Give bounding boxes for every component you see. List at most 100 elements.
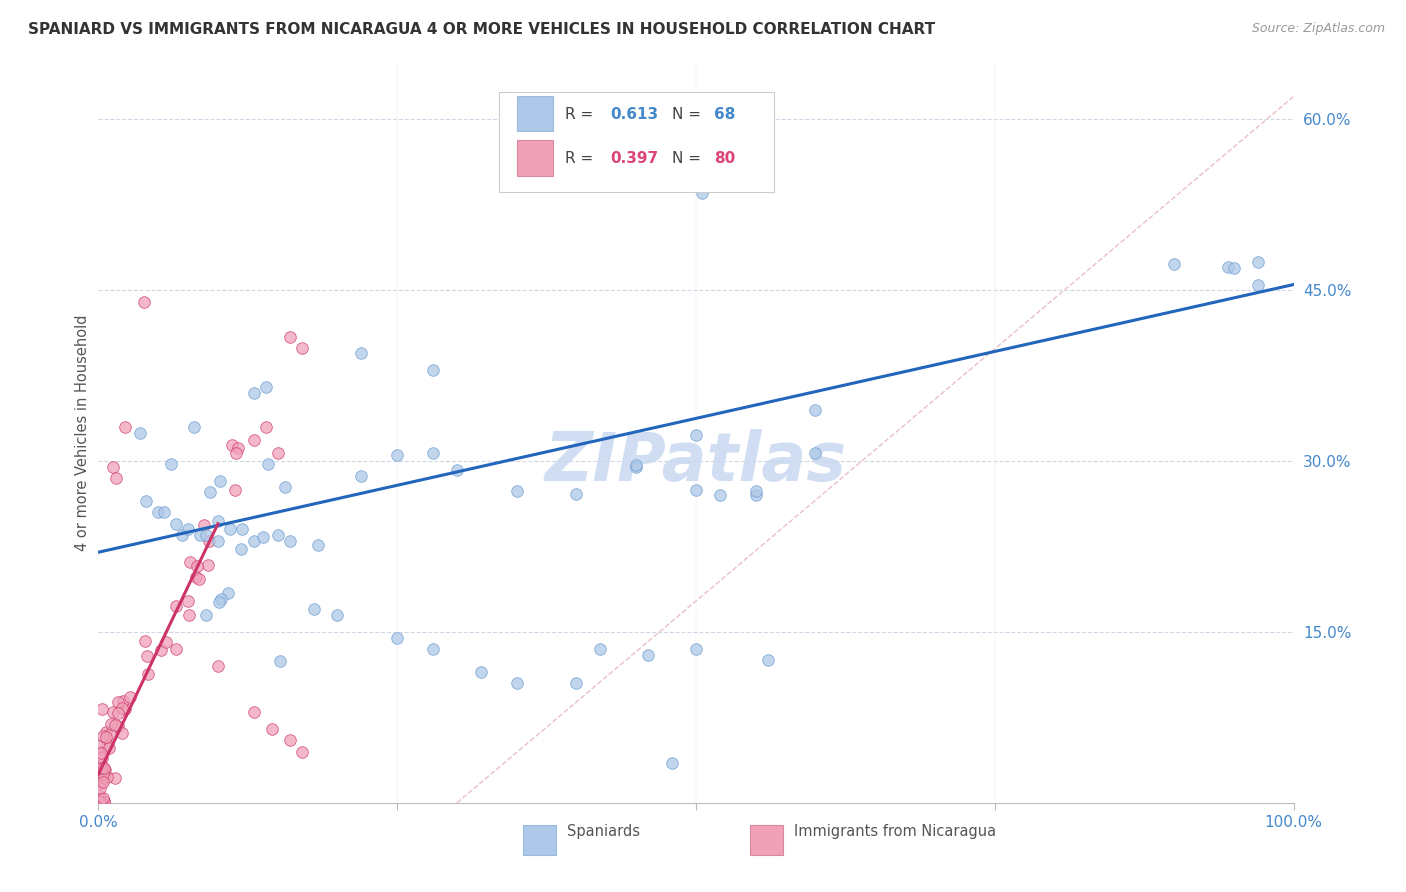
Point: [93, 763, 115, 777]
Point: [207, 533, 229, 548]
Point: [278, 533, 301, 548]
Point: [422, 446, 444, 460]
Point: [107, 695, 129, 709]
Point: [254, 380, 277, 394]
Point: [219, 523, 242, 537]
Point: [148, 505, 170, 519]
Point: [278, 733, 301, 747]
Point: [1163, 257, 1185, 271]
Point: [179, 556, 201, 570]
Point: [254, 420, 277, 434]
Text: 68: 68: [714, 107, 735, 122]
Point: [385, 631, 409, 645]
Point: [745, 488, 768, 502]
Point: [155, 635, 177, 649]
Point: [136, 666, 159, 681]
Point: [252, 530, 274, 544]
Point: [96, 770, 118, 784]
FancyBboxPatch shape: [517, 95, 553, 131]
Point: [98, 727, 121, 741]
Text: Immigrants from Nicaragua: Immigrants from Nicaragua: [794, 823, 995, 838]
Point: [93, 794, 115, 808]
Point: [107, 719, 129, 733]
Text: N =: N =: [672, 152, 706, 166]
Point: [94, 725, 117, 739]
Point: [470, 665, 492, 679]
Point: [91, 775, 114, 789]
Point: [225, 446, 247, 460]
Point: [565, 676, 588, 690]
Text: Spaniards: Spaniards: [567, 823, 640, 838]
Point: [90, 746, 112, 760]
Point: [385, 448, 409, 462]
Point: [112, 694, 135, 708]
Point: [89, 746, 111, 760]
Point: [90, 758, 112, 772]
Point: [217, 585, 239, 599]
Point: [165, 642, 187, 657]
Text: Source: ZipAtlas.com: Source: ZipAtlas.com: [1251, 22, 1385, 36]
Point: [135, 649, 157, 664]
Point: [89, 795, 111, 809]
Point: [177, 593, 200, 607]
Point: [110, 700, 132, 714]
Point: [209, 475, 232, 489]
Point: [94, 763, 117, 777]
Point: [187, 572, 209, 586]
Point: [100, 717, 122, 731]
Point: [114, 420, 136, 434]
Point: [183, 420, 205, 434]
Point: [326, 607, 349, 622]
Point: [307, 538, 329, 552]
Point: [207, 594, 229, 608]
Point: [91, 751, 114, 765]
Point: [184, 569, 207, 583]
Point: [91, 730, 114, 744]
Point: [256, 458, 278, 472]
FancyBboxPatch shape: [749, 825, 783, 855]
Point: [177, 523, 200, 537]
Point: [422, 363, 444, 377]
Text: 0.397: 0.397: [610, 152, 658, 166]
Point: [291, 745, 314, 759]
Point: [685, 483, 707, 497]
Point: [224, 483, 246, 497]
Point: [90, 795, 112, 809]
Point: [626, 458, 648, 472]
Point: [111, 725, 134, 739]
Point: [93, 761, 115, 775]
Text: SPANIARD VS IMMIGRANTS FROM NICARAGUA 4 OR MORE VEHICLES IN HOUSEHOLD CORRELATIO: SPANIARD VS IMMIGRANTS FROM NICARAGUA 4 …: [28, 22, 935, 37]
Point: [195, 528, 218, 542]
Point: [231, 523, 253, 537]
Point: [685, 642, 707, 657]
Point: [243, 385, 266, 400]
Point: [260, 722, 283, 736]
Point: [91, 767, 114, 781]
Point: [89, 795, 111, 809]
Point: [536, 175, 558, 189]
Point: [90, 702, 112, 716]
Point: [105, 471, 128, 485]
Point: [274, 480, 297, 494]
Point: [93, 795, 115, 809]
Point: [221, 438, 243, 452]
Point: [804, 446, 827, 460]
Point: [198, 534, 221, 549]
Point: [565, 487, 588, 501]
Point: [228, 441, 250, 455]
Point: [267, 445, 290, 459]
Point: [87, 795, 110, 809]
Point: [207, 659, 229, 673]
Point: [89, 776, 111, 790]
Point: [177, 607, 200, 622]
Point: [589, 642, 612, 657]
Text: 80: 80: [714, 152, 735, 166]
Point: [243, 533, 266, 548]
Point: [506, 676, 529, 690]
Point: [94, 730, 117, 744]
Text: R =: R =: [565, 107, 598, 122]
Point: [89, 795, 111, 809]
Point: [198, 484, 221, 499]
Point: [709, 488, 731, 502]
Point: [193, 518, 215, 533]
